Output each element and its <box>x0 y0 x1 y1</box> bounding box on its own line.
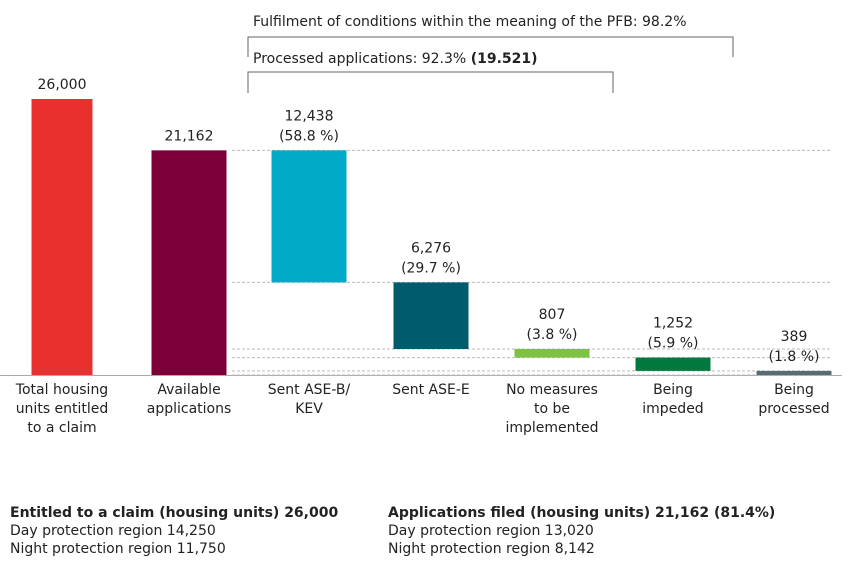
note-heading: Entitled to a claim (housing units) 26,0… <box>10 505 338 521</box>
x-tick-label: Being <box>774 382 814 398</box>
bracket <box>247 36 734 57</box>
annotation: Processed applications: 92.3% (19.521) <box>253 51 538 67</box>
x-tick-label: No measures <box>506 382 598 398</box>
annotation-bold: (19.521) <box>471 51 538 67</box>
percent-label: (29.7 %) <box>401 260 461 276</box>
value-label: 21,162 <box>165 128 214 144</box>
x-tick-label: to a claim <box>27 420 96 436</box>
bar <box>151 150 227 375</box>
x-tick-label: Total housing <box>15 382 108 398</box>
bracket <box>247 71 614 93</box>
x-tick-label: Sent ASE-B/ <box>268 382 351 398</box>
x-tick-label: units entitled <box>16 401 109 417</box>
bar <box>514 349 590 358</box>
bar <box>635 357 711 371</box>
value-label: 26,000 <box>38 77 87 93</box>
annotation: Fulfilment of conditions within the mean… <box>253 14 687 30</box>
percent-label: (3.8 %) <box>527 327 578 343</box>
value-label: 6,276 <box>411 240 451 256</box>
note-line: Day protection region 13,020 <box>388 523 594 539</box>
x-tick-label: to be <box>534 401 570 417</box>
value-label: 807 <box>539 307 566 323</box>
x-tick-label: implemented <box>505 420 598 436</box>
x-tick-label: Being <box>653 382 693 398</box>
percent-label: (5.9 %) <box>648 336 699 352</box>
x-tick-label: impeded <box>642 401 703 417</box>
value-label: 1,252 <box>653 316 693 332</box>
annotation-text: Processed applications: 92.3% <box>253 51 466 67</box>
note-line: Night protection region 11,750 <box>10 541 226 557</box>
x-tick-label: Available <box>157 382 220 398</box>
x-tick-label: applications <box>147 401 232 417</box>
value-label: 12,438 <box>285 108 334 124</box>
note-line: Night protection region 8,142 <box>388 541 595 557</box>
x-tick-label: Sent ASE-E <box>392 382 470 398</box>
bar <box>756 370 832 375</box>
note-line: Day protection region 14,250 <box>10 523 216 539</box>
bar <box>393 282 469 350</box>
bar <box>271 150 347 283</box>
percent-label: (1.8 %) <box>769 349 820 365</box>
x-tick-label: KEV <box>295 401 323 417</box>
note-heading: Applications filed (housing units) 21,16… <box>388 505 775 521</box>
value-label: 389 <box>781 329 808 345</box>
x-tick-label: processed <box>758 401 829 417</box>
percent-label: (58.8 %) <box>279 128 339 144</box>
bar <box>31 99 93 375</box>
